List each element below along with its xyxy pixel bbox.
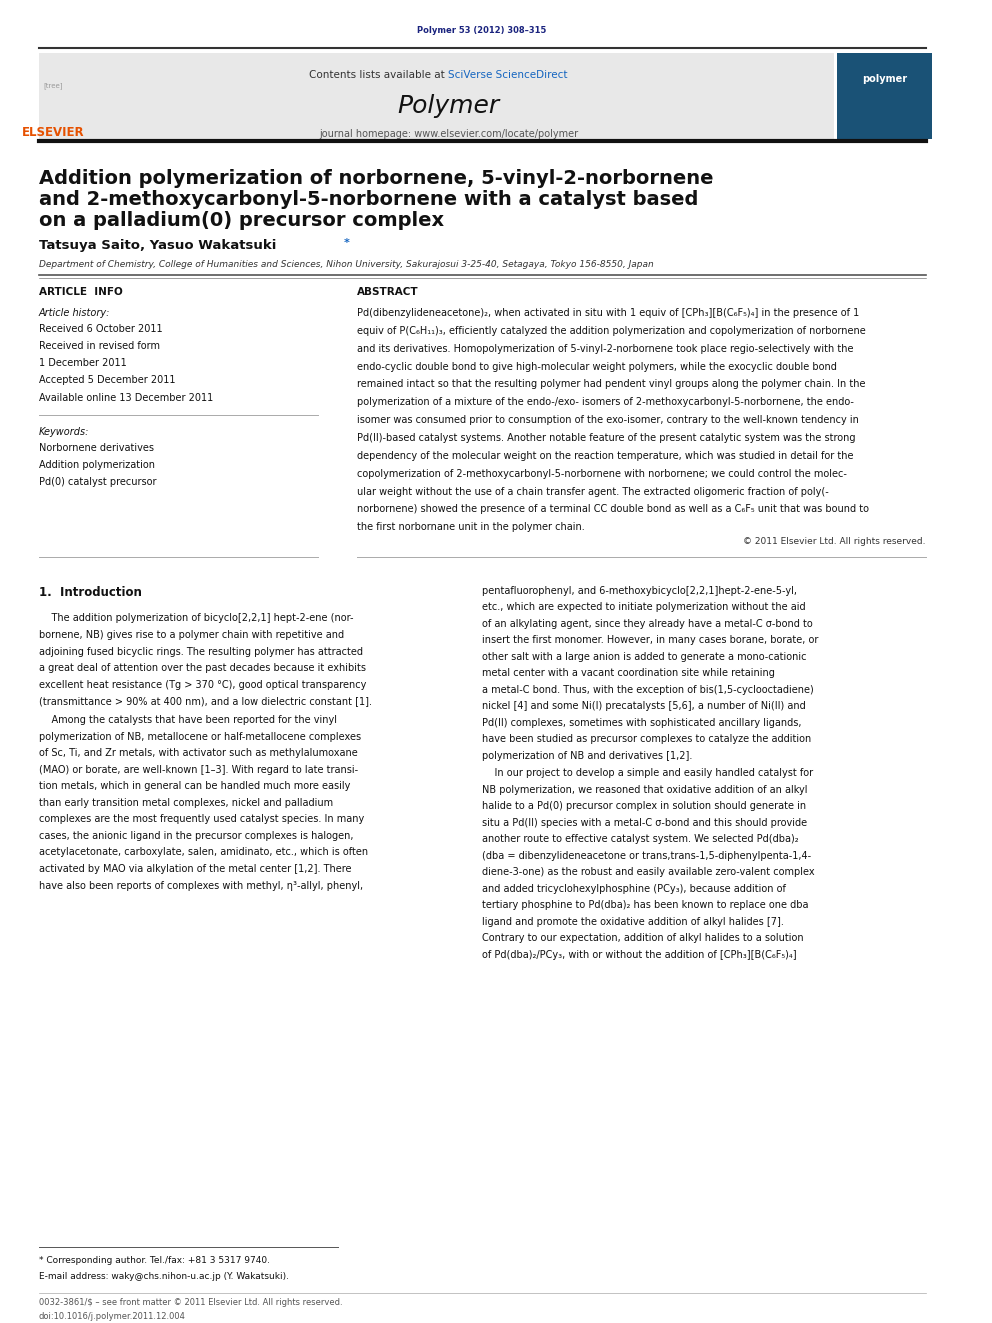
Text: polymerization of NB and derivatives [1,2].: polymerization of NB and derivatives [1,…	[482, 751, 692, 761]
Text: adjoining fused bicyclic rings. The resulting polymer has attracted: adjoining fused bicyclic rings. The resu…	[39, 647, 362, 656]
Text: (dba = dibenzylideneacetone or trans,trans-1,5-diphenylpenta-1,4-: (dba = dibenzylideneacetone or trans,tra…	[482, 851, 811, 861]
Text: the first norbornane unit in the polymer chain.: the first norbornane unit in the polymer…	[357, 523, 584, 532]
Text: etc., which are expected to initiate polymerization without the aid: etc., which are expected to initiate pol…	[482, 602, 806, 613]
Text: In our project to develop a simple and easily handled catalyst for: In our project to develop a simple and e…	[482, 769, 813, 778]
Text: and 2-methoxycarbonyl-5-norbornene with a catalyst based: and 2-methoxycarbonyl-5-norbornene with …	[39, 191, 698, 209]
Text: acetylacetonate, carboxylate, salen, amidinato, etc., which is often: acetylacetonate, carboxylate, salen, ami…	[39, 848, 368, 857]
Text: Contents lists available at: Contents lists available at	[310, 70, 448, 81]
Text: polymer: polymer	[862, 74, 907, 85]
Text: 1 December 2011: 1 December 2011	[39, 359, 126, 368]
Text: polymerization of NB, metallocene or half-metallocene complexes: polymerization of NB, metallocene or hal…	[39, 732, 361, 742]
Text: Pd(dibenzylideneacetone)₂, when activated in situ with 1 equiv of [CPh₃][B(C₆F₅): Pd(dibenzylideneacetone)₂, when activate…	[357, 308, 859, 318]
Text: and added tricyclohexylphosphine (PCy₃), because addition of: and added tricyclohexylphosphine (PCy₃),…	[482, 884, 786, 894]
Text: Received in revised form: Received in revised form	[39, 341, 160, 351]
Text: bornene, NB) gives rise to a polymer chain with repetitive and: bornene, NB) gives rise to a polymer cha…	[39, 630, 343, 640]
Text: on a palladium(0) precursor complex: on a palladium(0) precursor complex	[39, 212, 443, 230]
Text: © 2011 Elsevier Ltd. All rights reserved.: © 2011 Elsevier Ltd. All rights reserved…	[743, 537, 926, 546]
Text: Addition polymerization: Addition polymerization	[39, 460, 155, 470]
Text: 1.  Introduction: 1. Introduction	[39, 586, 142, 599]
Text: dependency of the molecular weight on the reaction temperature, which was studie: dependency of the molecular weight on th…	[357, 451, 853, 460]
Text: Department of Chemistry, College of Humanities and Sciences, Nihon University, S: Department of Chemistry, College of Huma…	[39, 259, 654, 269]
Text: * Corresponding author. Tel./fax: +81 3 5317 9740.: * Corresponding author. Tel./fax: +81 3 …	[39, 1256, 270, 1265]
Text: Addition polymerization of norbornene, 5-vinyl-2-norbornene: Addition polymerization of norbornene, 5…	[39, 169, 713, 188]
Text: ELSEVIER: ELSEVIER	[22, 126, 84, 139]
Text: a great deal of attention over the past decades because it exhibits: a great deal of attention over the past …	[39, 663, 366, 673]
Text: (MAO) or borate, are well-known [1–3]. With regard to late transi-: (MAO) or borate, are well-known [1–3]. W…	[39, 765, 358, 775]
FancyBboxPatch shape	[837, 53, 931, 139]
Text: of an alkylating agent, since they already have a metal-C σ-bond to: of an alkylating agent, since they alrea…	[482, 619, 812, 628]
Text: tertiary phosphine to Pd(dba)₂ has been known to replace one dba: tertiary phosphine to Pd(dba)₂ has been …	[482, 901, 808, 910]
Text: Polymer: Polymer	[398, 94, 500, 118]
Text: Keywords:: Keywords:	[39, 427, 89, 437]
Text: tion metals, which in general can be handled much more easily: tion metals, which in general can be han…	[39, 782, 350, 791]
Text: metal center with a vacant coordination site while retaining: metal center with a vacant coordination …	[482, 668, 775, 679]
Text: of Pd(dba)₂/PCy₃, with or without the addition of [CPh₃][B(C₆F₅)₄]: of Pd(dba)₂/PCy₃, with or without the ad…	[482, 950, 797, 960]
Text: Tatsuya Saito, Yasuo Wakatsuki: Tatsuya Saito, Yasuo Wakatsuki	[39, 239, 276, 253]
Text: 0032-3861/$ – see front matter © 2011 Elsevier Ltd. All rights reserved.: 0032-3861/$ – see front matter © 2011 El…	[39, 1298, 342, 1307]
Text: norbornene) showed the presence of a terminal CC double bond as well as a C₆F₅ u: norbornene) showed the presence of a ter…	[357, 504, 869, 515]
Text: endo-cyclic double bond to give high-molecular weight polymers, while the exocyc: endo-cyclic double bond to give high-mol…	[357, 361, 836, 372]
Text: SciVerse ScienceDirect: SciVerse ScienceDirect	[448, 70, 567, 81]
Text: journal homepage: www.elsevier.com/locate/polymer: journal homepage: www.elsevier.com/locat…	[318, 128, 578, 139]
Text: [tree]: [tree]	[44, 82, 62, 90]
FancyBboxPatch shape	[39, 53, 834, 139]
Text: excellent heat resistance (Tg > 370 °C), good optical transparency: excellent heat resistance (Tg > 370 °C),…	[39, 680, 366, 689]
Text: remained intact so that the resulting polymer had pendent vinyl groups along the: remained intact so that the resulting po…	[357, 380, 865, 389]
Text: Pd(0) catalyst precursor: Pd(0) catalyst precursor	[39, 478, 156, 487]
Text: Accepted 5 December 2011: Accepted 5 December 2011	[39, 376, 175, 385]
Text: copolymerization of 2-methoxycarbonyl-5-norbornene with norbornene; we could con: copolymerization of 2-methoxycarbonyl-5-…	[357, 468, 847, 479]
Text: complexes are the most frequently used catalyst species. In many: complexes are the most frequently used c…	[39, 815, 364, 824]
Text: Available online 13 December 2011: Available online 13 December 2011	[39, 393, 213, 402]
Text: ular weight without the use of a chain transfer agent. The extracted oligomeric : ular weight without the use of a chain t…	[357, 487, 828, 496]
Text: *: *	[343, 238, 349, 249]
Text: than early transition metal complexes, nickel and palladium: than early transition metal complexes, n…	[39, 798, 332, 808]
Text: (transmittance > 90% at 400 nm), and a low dielectric constant [1].: (transmittance > 90% at 400 nm), and a l…	[39, 696, 372, 706]
Text: polymerization of a mixture of the endo-/exo- isomers of 2-methoxycarbonyl-5-nor: polymerization of a mixture of the endo-…	[357, 397, 854, 407]
Text: activated by MAO via alkylation of the metal center [1,2]. There: activated by MAO via alkylation of the m…	[39, 864, 351, 875]
Text: nickel [4] and some Ni(I) precatalysts [5,6], a number of Ni(II) and: nickel [4] and some Ni(I) precatalysts […	[482, 701, 806, 712]
Text: Pd(II) complexes, sometimes with sophisticated ancillary ligands,: Pd(II) complexes, sometimes with sophist…	[482, 718, 802, 728]
Text: Among the catalysts that have been reported for the vinyl: Among the catalysts that have been repor…	[39, 716, 336, 725]
Text: Article history:: Article history:	[39, 308, 110, 318]
Text: E-mail address: waky@chs.nihon-u.ac.jp (Y. Wakatsuki).: E-mail address: waky@chs.nihon-u.ac.jp (…	[39, 1271, 289, 1281]
Text: pentafluorophenyl, and 6-methoxybicyclo[2,2,1]hept-2-ene-5-yl,: pentafluorophenyl, and 6-methoxybicyclo[…	[482, 586, 798, 595]
Text: situ a Pd(II) species with a metal-C σ-bond and this should provide: situ a Pd(II) species with a metal-C σ-b…	[482, 818, 807, 828]
Text: Polymer 53 (2012) 308–315: Polymer 53 (2012) 308–315	[418, 26, 547, 34]
Text: halide to a Pd(0) precursor complex in solution should generate in: halide to a Pd(0) precursor complex in s…	[482, 802, 806, 811]
Text: another route to effective catalyst system. We selected Pd(dba)₂: another route to effective catalyst syst…	[482, 835, 799, 844]
Text: have been studied as precursor complexes to catalyze the addition: have been studied as precursor complexes…	[482, 734, 811, 745]
Text: Received 6 October 2011: Received 6 October 2011	[39, 324, 163, 333]
Text: have also been reports of complexes with methyl, η³-allyl, phenyl,: have also been reports of complexes with…	[39, 881, 363, 890]
Text: equiv of P(C₆H₁₁)₃, efficiently catalyzed the addition polymerization and copoly: equiv of P(C₆H₁₁)₃, efficiently catalyze…	[357, 325, 866, 336]
Text: ABSTRACT: ABSTRACT	[357, 287, 419, 298]
Text: insert the first monomer. However, in many cases borane, borate, or: insert the first monomer. However, in ma…	[482, 635, 818, 646]
Text: a metal-C bond. Thus, with the exception of bis(1,5-cyclooctadiene): a metal-C bond. Thus, with the exception…	[482, 685, 813, 695]
Text: other salt with a large anion is added to generate a mono-cationic: other salt with a large anion is added t…	[482, 652, 806, 662]
Text: cases, the anionic ligand in the precursor complexes is halogen,: cases, the anionic ligand in the precurs…	[39, 831, 353, 841]
Text: isomer was consumed prior to consumption of the exo-isomer, contrary to the well: isomer was consumed prior to consumption…	[357, 415, 859, 425]
Text: ligand and promote the oxidative addition of alkyl halides [7].: ligand and promote the oxidative additio…	[482, 917, 784, 927]
Text: diene-3-one) as the robust and easily available zero-valent complex: diene-3-one) as the robust and easily av…	[482, 868, 814, 877]
Text: Pd(II)-based catalyst systems. Another notable feature of the present catalytic : Pd(II)-based catalyst systems. Another n…	[357, 433, 855, 443]
Text: and its derivatives. Homopolymerization of 5-vinyl-2-norbornene took place regio: and its derivatives. Homopolymerization …	[357, 344, 853, 353]
Text: of Sc, Ti, and Zr metals, with activator such as methylalumoxane: of Sc, Ti, and Zr metals, with activator…	[39, 749, 357, 758]
Text: NB polymerization, we reasoned that oxidative addition of an alkyl: NB polymerization, we reasoned that oxid…	[482, 785, 807, 795]
Text: Norbornene derivatives: Norbornene derivatives	[39, 443, 154, 452]
Text: ARTICLE  INFO: ARTICLE INFO	[39, 287, 122, 298]
Text: Contrary to our expectation, addition of alkyl halides to a solution: Contrary to our expectation, addition of…	[482, 934, 804, 943]
Text: The addition polymerization of bicyclo[2,2,1] hept-2-ene (nor-: The addition polymerization of bicyclo[2…	[39, 614, 353, 623]
Text: doi:10.1016/j.polymer.2011.12.004: doi:10.1016/j.polymer.2011.12.004	[39, 1311, 186, 1320]
